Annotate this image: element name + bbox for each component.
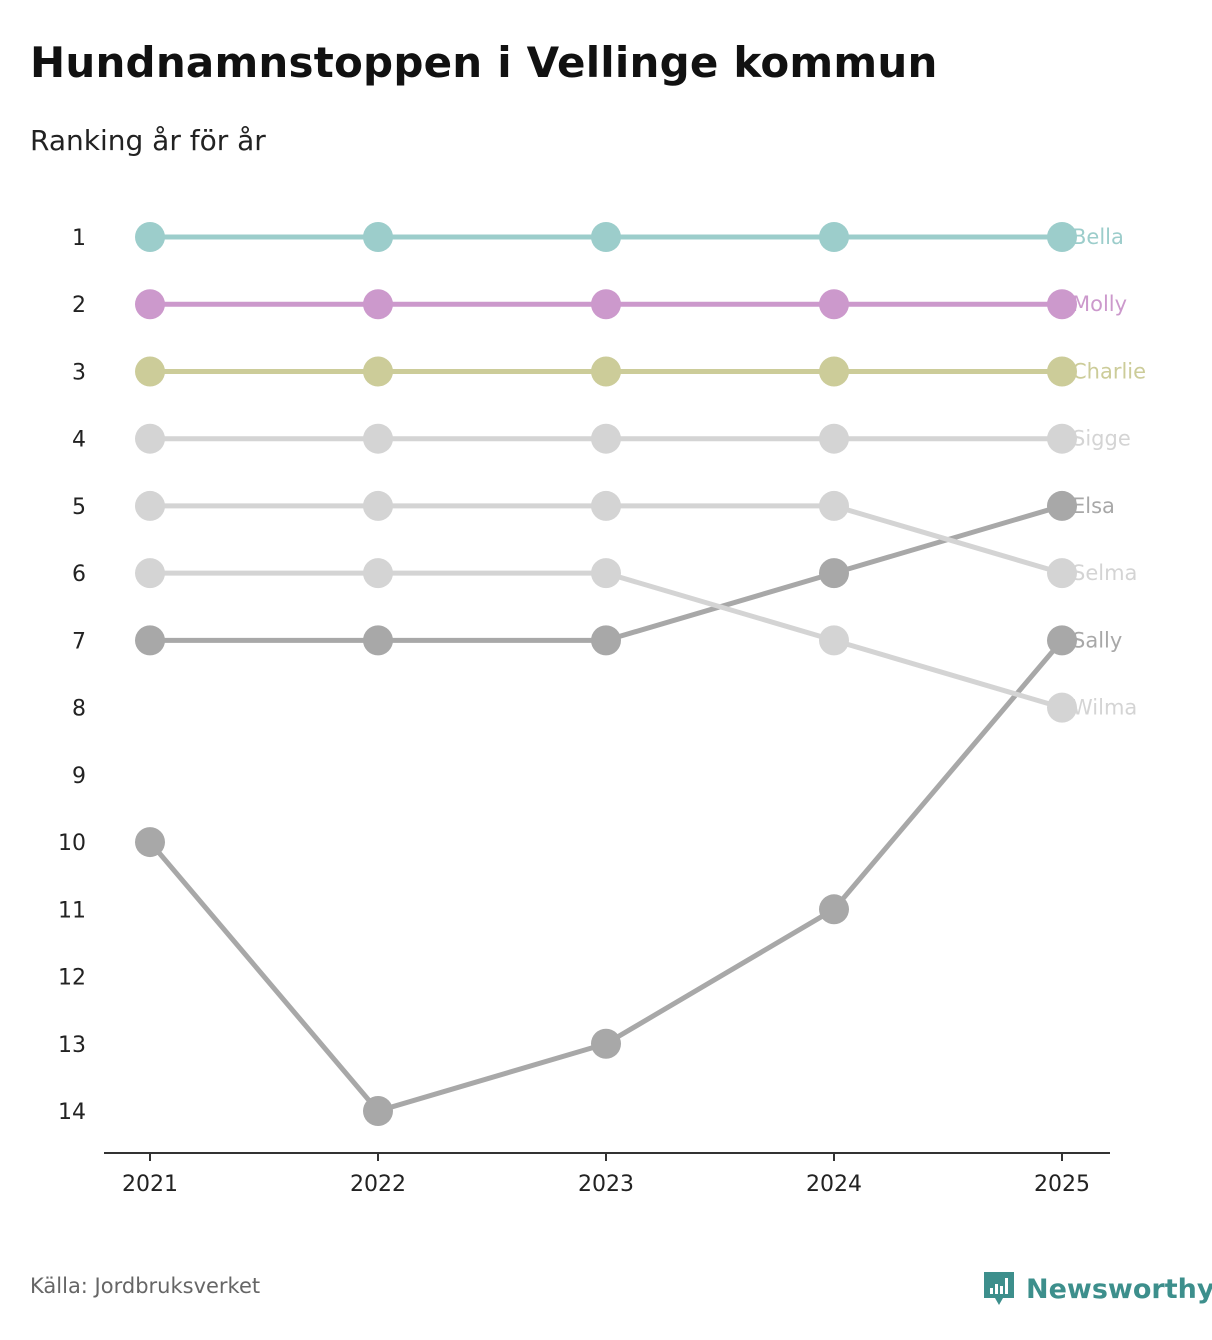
data-point: [591, 356, 621, 387]
y-tick-label: 13: [58, 1033, 86, 1058]
y-tick-label: 14: [58, 1100, 86, 1125]
chart-subtitle: Ranking år för år: [30, 124, 266, 157]
x-tick-label: 2022: [350, 1172, 406, 1197]
series-charlie: Charlie: [135, 356, 1146, 387]
data-point: [819, 423, 849, 454]
data-point: [135, 558, 165, 589]
y-tick-label: 2: [72, 293, 86, 318]
series-bella: Bella: [135, 222, 1124, 252]
chart-title: Hundnamnstoppen i Vellinge kommun: [30, 38, 938, 87]
x-tick-label: 2025: [1034, 1172, 1090, 1197]
data-point: [819, 558, 849, 589]
data-point: [819, 625, 849, 656]
data-point: [591, 222, 621, 252]
y-tick-label: 3: [72, 360, 86, 385]
series-end-label: Charlie: [1072, 359, 1146, 383]
data-point: [819, 490, 849, 521]
data-point: [819, 222, 849, 252]
brand-name: Newsworthy: [1026, 1273, 1212, 1305]
data-point: [363, 558, 393, 589]
data-point: [363, 423, 393, 454]
data-point: [363, 625, 393, 656]
newsworthy-logo-icon: [984, 1272, 1014, 1305]
data-point: [363, 222, 393, 252]
series-sigge: Sigge: [135, 423, 1131, 454]
data-point: [1047, 356, 1077, 387]
y-tick-label: 6: [72, 562, 86, 587]
data-point: [135, 222, 165, 252]
y-tick-label: 1: [72, 226, 86, 251]
data-point: [1047, 692, 1077, 723]
data-point: [363, 356, 393, 387]
series-sally: Sally: [135, 625, 1122, 1126]
y-tick-label: 11: [58, 898, 86, 923]
series-end-label: Sigge: [1072, 427, 1131, 451]
y-tick-label: 7: [72, 629, 86, 654]
series-end-label: Sally: [1072, 628, 1122, 652]
y-tick-label: 5: [72, 495, 86, 520]
data-point: [1047, 222, 1077, 252]
series-end-label: Elsa: [1072, 494, 1115, 518]
data-point: [591, 558, 621, 589]
data-point: [1047, 625, 1077, 656]
data-point: [135, 625, 165, 656]
data-point: [591, 1028, 621, 1059]
y-tick-label: 8: [72, 697, 86, 722]
series-end-label: Bella: [1072, 225, 1124, 249]
x-tick-label: 2023: [578, 1172, 634, 1197]
data-point: [135, 423, 165, 454]
data-point: [1047, 558, 1077, 589]
data-point: [819, 289, 849, 320]
data-point: [1047, 423, 1077, 454]
series-elsa: Elsa: [135, 490, 1115, 656]
data-point: [591, 423, 621, 454]
data-point: [363, 289, 393, 320]
brand-logo: Newsworthy: [982, 1270, 1212, 1308]
data-point: [591, 625, 621, 656]
y-tick-label: 10: [58, 831, 86, 856]
x-tick-label: 2021: [122, 1172, 178, 1197]
data-point: [1047, 490, 1077, 521]
data-point: [819, 356, 849, 387]
y-tick-label: 4: [72, 428, 86, 453]
series-end-label: Wilma: [1072, 696, 1137, 720]
series-end-label: Molly: [1072, 292, 1127, 316]
data-point: [135, 356, 165, 387]
x-tick-label: 2024: [806, 1172, 862, 1197]
source-note: Källa: Jordbruksverket: [30, 1274, 261, 1298]
data-point: [363, 1096, 393, 1126]
series-end-label: Selma: [1072, 561, 1137, 585]
series-selma: Selma: [135, 490, 1137, 589]
data-point: [1047, 289, 1077, 320]
data-point: [135, 289, 165, 320]
data-point: [591, 289, 621, 320]
y-tick-label: 9: [72, 764, 86, 789]
data-point: [135, 827, 165, 858]
data-point: [819, 894, 849, 925]
series-molly: Molly: [135, 289, 1127, 320]
data-point: [363, 490, 393, 521]
data-point: [135, 490, 165, 521]
series-wilma: Wilma: [135, 558, 1137, 723]
data-point: [591, 490, 621, 521]
y-tick-label: 12: [58, 966, 86, 991]
